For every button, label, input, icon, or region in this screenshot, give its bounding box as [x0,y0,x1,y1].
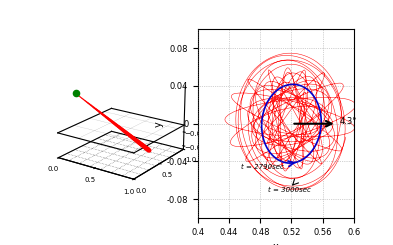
Y-axis label: y: y [154,121,164,127]
Text: t = 2790sec: t = 2790sec [241,164,284,170]
Text: t = 3000sec: t = 3000sec [268,187,311,193]
X-axis label: x: x [273,242,279,245]
Text: 4.3°: 4.3° [340,117,357,126]
